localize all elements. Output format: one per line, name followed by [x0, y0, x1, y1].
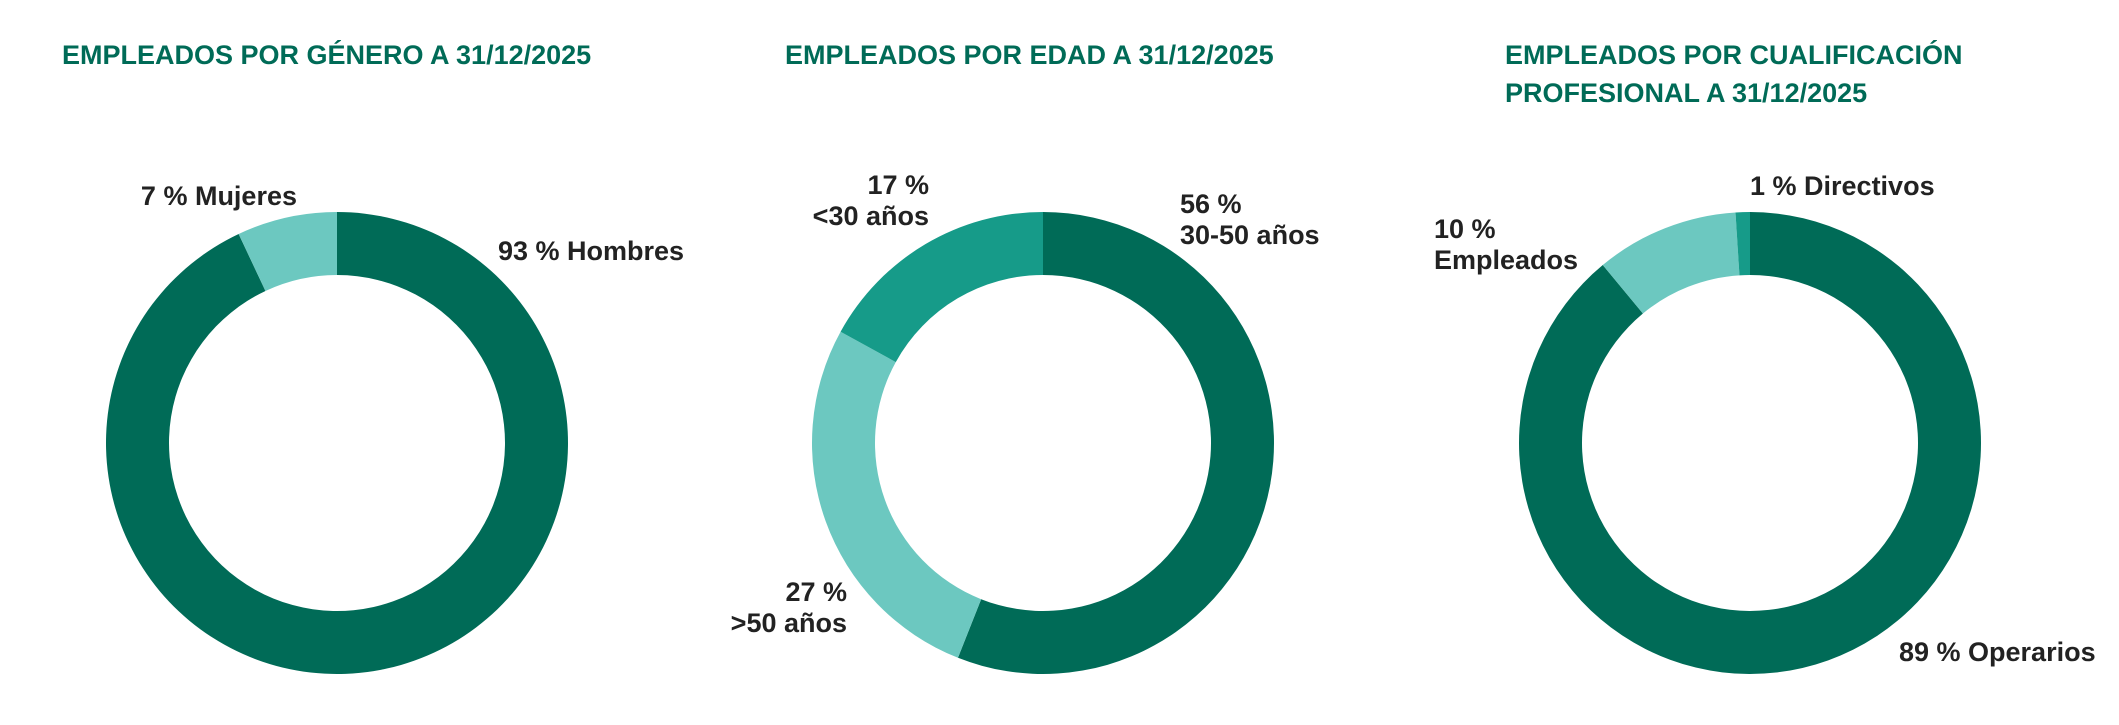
chart-title-qualification: EMPLEADOS POR CUALIFICACIÓN PROFESIONAL A…	[1505, 36, 2065, 112]
slice-56-30-50-anos	[957, 212, 1275, 674]
slice-label-line: <30 años	[813, 201, 929, 231]
slice-10-empleados	[1602, 212, 1740, 314]
chart-title-line: EMPLEADOS POR CUALIFICACIÓN	[1505, 40, 1963, 70]
slice-label-89-operarios: 89 % Operarios	[1899, 637, 2096, 667]
donut-chart-gender: 93 % Hombres 7 % Mujeres	[105, 181, 684, 675]
chart-title-age: EMPLEADOS POR EDAD A 31/12/2025	[785, 40, 1274, 70]
slice-1-directivos	[1735, 212, 1750, 276]
slice-label-17-30-anos: 17 % <30 años	[813, 170, 929, 231]
slice-label-line: >50 años	[731, 608, 847, 638]
slice-label-line: 17 %	[867, 170, 929, 200]
slice-label-line: 27 %	[785, 577, 847, 607]
slice-89-operarios	[1519, 212, 1982, 675]
chart-title-line: PROFESIONAL A 31/12/2025	[1505, 78, 1868, 108]
slice-label-line: 7 % Mujeres	[141, 181, 297, 211]
slice-label-line: 56 %	[1180, 189, 1242, 219]
slice-label-7-mujeres: 7 % Mujeres	[141, 181, 297, 211]
slice-label-27-50-anos: 27 % >50 años	[731, 577, 847, 638]
slice-label-56-30-50-anos: 56 % 30-50 años	[1180, 189, 1320, 250]
slice-label-line: Empleados	[1434, 245, 1578, 275]
slice-label-line: 93 % Hombres	[498, 236, 684, 266]
slice-label-line: 10 %	[1434, 214, 1496, 244]
slice-label-line: 89 % Operarios	[1899, 637, 2096, 667]
slice-93-hombres	[105, 212, 568, 675]
slice-label-10-empleados: 10 % Empleados	[1434, 214, 1578, 275]
donut-chart-age: 56 % 30-50 años 27 % >50 años 17 % <30 años	[731, 170, 1320, 674]
slice-label-93-hombres: 93 % Hombres	[498, 236, 684, 266]
slice-label-line: 1 % Directivos	[1750, 171, 1935, 201]
slice-label-1-directivos: 1 % Directivos	[1750, 171, 1935, 201]
chart-title-gender: EMPLEADOS POR GÉNERO A 31/12/2025	[62, 40, 592, 70]
slice-label-line: 30-50 años	[1180, 220, 1320, 250]
donut-chart-qualification: 89 % Operarios 10 % Empleados 1 % Directivo…	[1434, 171, 2096, 675]
slice-7-mujeres	[238, 212, 337, 291]
slice-27-50-anos	[811, 331, 982, 658]
slice-17-30-anos	[840, 212, 1043, 363]
